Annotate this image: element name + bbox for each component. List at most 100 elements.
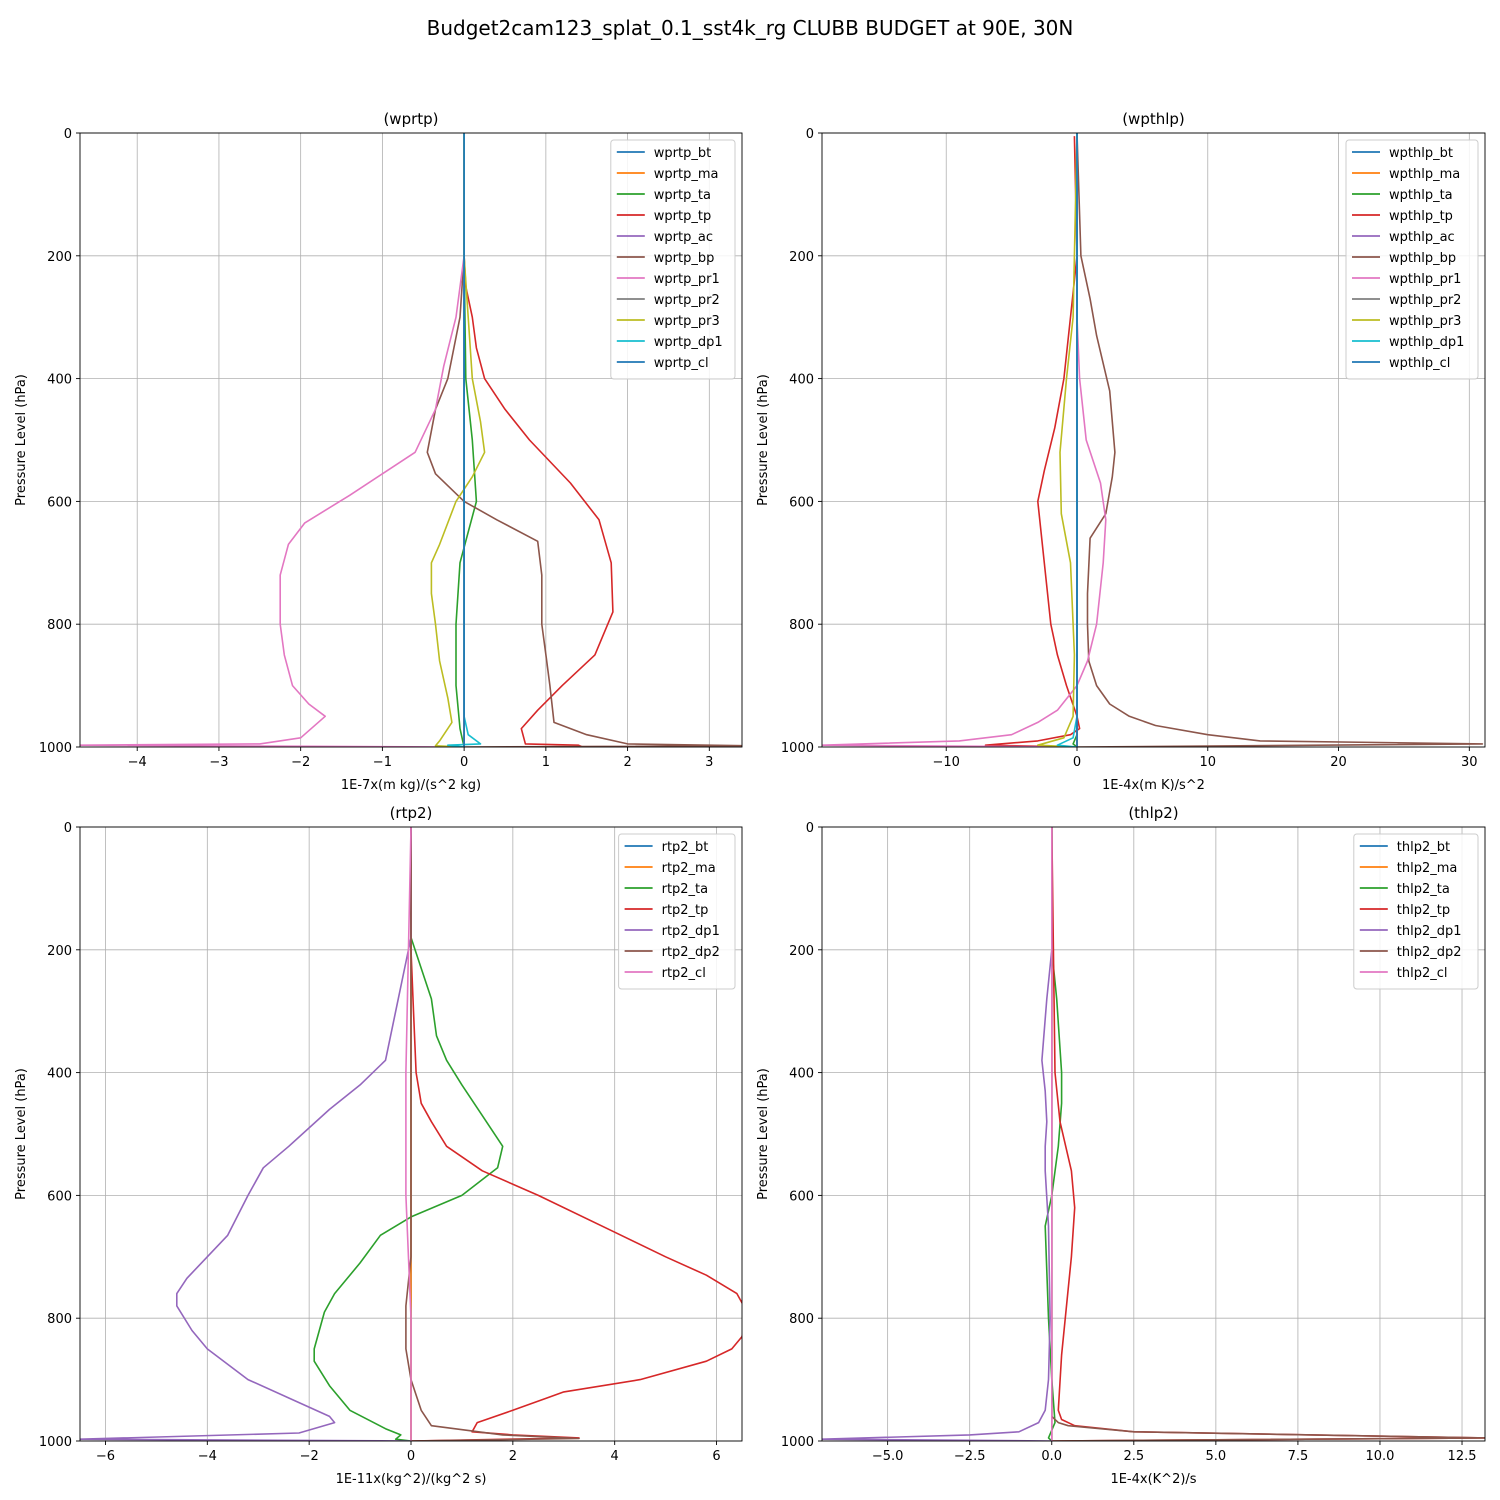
legend-label: wprtp_ma bbox=[654, 167, 719, 182]
legend: thlp2_bt thlp2_ma thlp2_ta thlp2_tp thlp2_dp… bbox=[1353, 833, 1479, 990]
legend-label: rtp2_bt bbox=[662, 840, 709, 855]
x-tick-label: −5.0 bbox=[872, 1449, 904, 1464]
x-tick-label: 0 bbox=[460, 755, 468, 770]
x-tick-label: 0.0 bbox=[1041, 1449, 1062, 1464]
x-tick-label: 10 bbox=[1199, 755, 1216, 770]
legend-label: wprtp_ta bbox=[654, 188, 711, 203]
y-tick-label: 800 bbox=[47, 1312, 72, 1327]
legend-label: wpthlp_ac bbox=[1389, 230, 1455, 245]
series-line-rtp2_cl bbox=[405, 827, 412, 1441]
series-group bbox=[822, 133, 1484, 747]
y-tick-label: 800 bbox=[789, 618, 814, 633]
subplot-title: (thlp2) bbox=[1128, 804, 1178, 822]
legend-label: wpthlp_cl bbox=[1389, 356, 1450, 371]
x-tick-label: −2.5 bbox=[954, 1449, 986, 1464]
y-tick-label: 1000 bbox=[781, 1435, 814, 1450]
x-tick-label: 0 bbox=[407, 1449, 415, 1464]
y-axis-label: Pressure Level (hPa) bbox=[14, 1068, 29, 1200]
subplot-title: (wpthlp) bbox=[1122, 110, 1185, 128]
legend-label: rtp2_dp1 bbox=[662, 924, 720, 939]
y-tick-label: 0 bbox=[64, 821, 72, 836]
y-tick-label: 200 bbox=[47, 944, 72, 959]
y-tick-label: 0 bbox=[806, 821, 814, 836]
x-tick-label: −10 bbox=[933, 755, 960, 770]
series-line-rtp2_tp bbox=[410, 827, 742, 1441]
x-tick-label: −1 bbox=[373, 755, 392, 770]
x-tick-label: −2 bbox=[291, 755, 310, 770]
legend: wprtp_bt wprtp_ma wprtp_ta wprtp_tp wprtp_ac… bbox=[610, 139, 736, 380]
series-group bbox=[80, 133, 742, 747]
y-tick-label: 400 bbox=[789, 1067, 814, 1082]
legend-label: rtp2_ta bbox=[662, 882, 709, 897]
series-group bbox=[80, 827, 742, 1441]
x-axis-label: 1E-7x(m kg)/(s^2 kg) bbox=[341, 778, 481, 793]
legend-label: wprtp_pr3 bbox=[654, 314, 720, 329]
legend-label: thlp2_ta bbox=[1397, 882, 1450, 897]
series-line-wpthlp_pr1 bbox=[822, 133, 1107, 747]
x-tick-label: 12.5 bbox=[1448, 1449, 1477, 1464]
x-tick-label: 3 bbox=[705, 755, 713, 770]
y-tick-label: 600 bbox=[789, 1189, 814, 1204]
figure-title: Budget2cam123_splat_0.1_sst4k_rg CLUBB B… bbox=[426, 16, 1074, 40]
y-axis-label: Pressure Level (hPa) bbox=[756, 374, 771, 506]
series-line-wprtp_pr3 bbox=[430, 133, 486, 747]
x-tick-label: 2.5 bbox=[1123, 1449, 1144, 1464]
x-tick-label: −3 bbox=[209, 755, 228, 770]
y-axis-label: Pressure Level (hPa) bbox=[756, 1068, 771, 1200]
y-tick-label: 400 bbox=[47, 373, 72, 388]
legend-label: thlp2_dp1 bbox=[1397, 924, 1462, 939]
y-tick-label: 200 bbox=[47, 250, 72, 265]
subplot-title: (rtp2) bbox=[390, 804, 433, 822]
x-axis-label: 1E-11x(kg^2)/(kg^2 s) bbox=[336, 1472, 487, 1487]
x-tick-label: −4 bbox=[198, 1449, 217, 1464]
legend-label: wpthlp_tp bbox=[1389, 209, 1453, 224]
x-axis-label: 1E-4x(K^2)/s bbox=[1110, 1472, 1196, 1487]
legend-label: wprtp_bp bbox=[654, 251, 715, 266]
x-tick-label: −4 bbox=[128, 755, 147, 770]
y-tick-label: 800 bbox=[47, 618, 72, 633]
series-line-wpthlp_tp bbox=[984, 136, 1081, 747]
legend-label: rtp2_ma bbox=[662, 861, 716, 876]
y-tick-label: 600 bbox=[47, 495, 72, 510]
series-line-wpthlp_pr3 bbox=[1037, 133, 1078, 747]
legend-label: wpthlp_dp1 bbox=[1389, 335, 1464, 350]
legend-label: wprtp_dp1 bbox=[654, 335, 723, 350]
series-line-wprtp_ta bbox=[455, 133, 478, 747]
y-tick-label: 1000 bbox=[39, 1435, 72, 1450]
legend-label: rtp2_dp2 bbox=[662, 945, 720, 960]
series-line-wprtp_bp bbox=[426, 133, 742, 747]
legend-label: wprtp_pr1 bbox=[654, 272, 720, 287]
chart-panel-0: −4 −3 −2 −1 0 1 2 3 0 200 400 600 800 1000 (wprtp) 1E-7… bbox=[14, 110, 743, 793]
legend-label: wprtp_bt bbox=[654, 146, 711, 161]
y-tick-label: 600 bbox=[47, 1189, 72, 1204]
chart-panel-2: −6 −4 −2 0 2 4 6 0 200 400 600 800 1000 (rtp2) 1E-11x(… bbox=[14, 804, 743, 1487]
y-tick-label: 400 bbox=[789, 373, 814, 388]
series-line-thlp2_dp1 bbox=[822, 827, 1053, 1441]
series-line-rtp2_dp1 bbox=[80, 827, 412, 1441]
series-line-wprtp_tp bbox=[463, 133, 614, 747]
x-tick-label: −6 bbox=[96, 1449, 115, 1464]
legend-label: wpthlp_ta bbox=[1389, 188, 1453, 203]
x-tick-label: 5.0 bbox=[1206, 1449, 1227, 1464]
series-group bbox=[822, 827, 1485, 1441]
series-line-rtp2_ta bbox=[313, 827, 504, 1441]
legend: rtp2_bt rtp2_ma rtp2_ta rtp2_tp rtp2_dp1 rtp2… bbox=[618, 833, 736, 990]
plot-frame bbox=[79, 132, 743, 748]
legend-label: wprtp_ac bbox=[654, 230, 713, 245]
legend-label: thlp2_ma bbox=[1397, 861, 1458, 876]
legend-label: rtp2_cl bbox=[662, 966, 706, 981]
x-tick-label: 30 bbox=[1461, 755, 1478, 770]
x-tick-label: 1 bbox=[542, 755, 550, 770]
legend-label: wprtp_pr2 bbox=[654, 293, 720, 308]
x-axis-label: 1E-4x(m K)/s^2 bbox=[1102, 778, 1205, 793]
y-tick-label: 600 bbox=[789, 495, 814, 510]
plot-frame bbox=[821, 132, 1486, 748]
legend-label: wprtp_cl bbox=[654, 356, 709, 371]
legend-label: wpthlp_pr2 bbox=[1389, 293, 1461, 308]
series-line-wprtp_pr1 bbox=[80, 133, 465, 747]
series-line-rtp2_dp2 bbox=[405, 827, 580, 1441]
x-tick-label: 6 bbox=[712, 1449, 720, 1464]
x-tick-label: 0 bbox=[1073, 755, 1081, 770]
legend-label: rtp2_tp bbox=[662, 903, 709, 918]
